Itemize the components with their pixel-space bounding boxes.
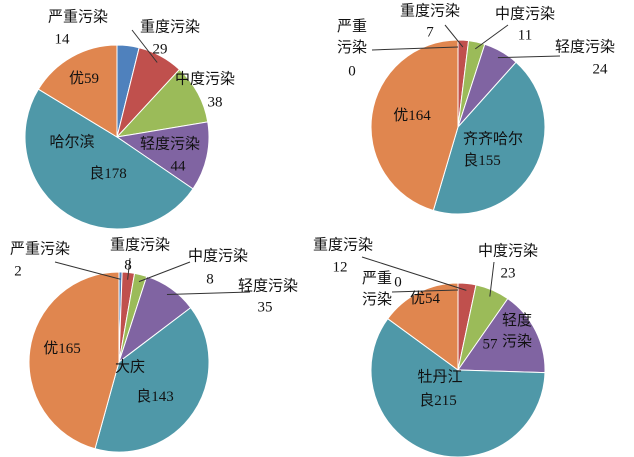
leader-line — [391, 289, 459, 293]
category-label: 良 — [89, 165, 104, 182]
category-label: 中度污染 — [188, 247, 248, 264]
category-label: 轻度污染 — [140, 135, 200, 152]
pie-title: 哈尔滨 — [49, 133, 94, 150]
pie-slice — [115, 121, 210, 190]
value-label: 57 — [483, 336, 499, 352]
category-label: 中度污染 — [175, 70, 235, 87]
value-label: 0 — [348, 63, 356, 79]
value-label: 35 — [258, 299, 273, 315]
pie-slice — [37, 44, 118, 138]
category-label: 严重污染 — [10, 240, 70, 257]
category-label: 重度污染 — [110, 236, 170, 253]
value-label: 143 — [151, 389, 174, 405]
leader-line — [497, 55, 561, 59]
category-label: 良 — [463, 152, 478, 169]
value-label: 54 — [425, 291, 441, 307]
leader-line — [371, 46, 459, 51]
slice-label: 优164 — [393, 107, 431, 124]
category-label: 轻度污染 — [555, 38, 615, 55]
category-label: 轻度污染 — [502, 312, 532, 350]
value-label: 38 — [208, 94, 223, 110]
category-label: 良 — [419, 392, 434, 409]
slice-label: 良215 — [419, 392, 457, 409]
value-label: 165 — [58, 341, 81, 357]
value-label: 7 — [426, 24, 434, 40]
category-label: 重度污染 — [140, 18, 200, 35]
value-label: 24 — [593, 61, 609, 77]
category-label: 优 — [69, 70, 84, 87]
leader-line — [166, 291, 251, 296]
pie-slice — [457, 297, 546, 374]
leader-line — [127, 257, 131, 280]
slice-label: 良143 — [136, 388, 174, 405]
pie-title: 大庆 — [115, 358, 145, 375]
value-label: 29 — [153, 41, 168, 57]
leader-line — [444, 24, 464, 48]
category-label: 严重污染 — [362, 270, 392, 308]
leader-line — [54, 261, 121, 280]
value-label: 215 — [434, 393, 457, 409]
category-label: 中度污染 — [478, 242, 538, 259]
pie-title: 齐齐哈尔 — [463, 130, 523, 147]
category-label: 良 — [136, 388, 151, 405]
value-label: 44 — [171, 158, 187, 174]
value-label: 14 — [55, 31, 71, 47]
slice-label: 优54 — [410, 290, 441, 307]
leader-line — [361, 256, 467, 291]
slice-label: 优165 — [43, 340, 81, 357]
value-label: 8 — [206, 271, 214, 287]
category-label: 重度污染 — [400, 2, 460, 19]
category-label: 轻度污染 — [238, 277, 298, 294]
value-label: 0 — [394, 274, 402, 290]
leader-line — [131, 29, 158, 63]
category-label: 优 — [43, 340, 58, 357]
value-label: 164 — [408, 108, 431, 124]
pie-title: 牡丹江 — [417, 368, 462, 385]
leader-line — [474, 24, 509, 50]
pie-slice — [94, 306, 210, 453]
category-label: 中度污染 — [495, 5, 555, 22]
pie-slice — [432, 61, 546, 215]
pie-chart: 哈尔滨 严重污染 14 重度污染 29 中度污染 38 轻度污染 44 良178 优59 — [24, 8, 235, 230]
slice-label: 良178 — [89, 165, 127, 182]
value-label: 178 — [104, 166, 127, 182]
slice-label: 良155 — [463, 152, 501, 169]
value-label: 2 — [14, 263, 22, 279]
pie-slice — [370, 39, 459, 212]
category-label: 严重污染 — [48, 8, 108, 25]
leader-line — [138, 261, 191, 283]
slice-label: 优59 — [69, 70, 99, 87]
category-label: 严重污染 — [337, 18, 367, 56]
pie-chart: 大庆 严重污染 2 重度污染 8 中度污染 8 轻度污染 35 良143 优165 — [10, 236, 298, 453]
category-label: 重度污染 — [313, 236, 373, 253]
value-label: 12 — [333, 259, 348, 275]
pie-slice — [387, 282, 459, 371]
category-label: 优 — [393, 107, 408, 124]
value-label: 8 — [124, 257, 132, 273]
value-label: 59 — [84, 71, 99, 87]
pie-slice — [24, 88, 194, 230]
value-label: 11 — [518, 27, 532, 43]
value-label: 23 — [501, 265, 516, 281]
pie-slice — [28, 271, 120, 450]
pie-slice — [370, 317, 546, 457]
leader-line — [489, 261, 495, 297]
category-label: 优 — [410, 290, 425, 307]
value-label: 155 — [478, 153, 501, 169]
pie-chart: 齐齐哈尔 严重污染 0 重度污染 7 中度污染 11 轻度污染 24 良155 优164 — [337, 2, 615, 215]
